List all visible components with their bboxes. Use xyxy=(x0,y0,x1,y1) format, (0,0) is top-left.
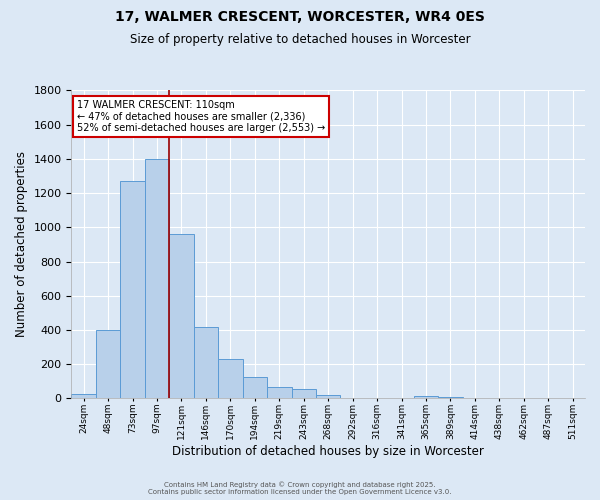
Bar xyxy=(316,395,340,398)
Bar xyxy=(71,394,96,398)
Bar xyxy=(145,159,169,398)
Text: Size of property relative to detached houses in Worcester: Size of property relative to detached ho… xyxy=(130,32,470,46)
Bar xyxy=(194,326,218,398)
Bar xyxy=(267,388,292,398)
Bar xyxy=(242,377,267,398)
Bar xyxy=(438,397,463,398)
Bar xyxy=(414,396,438,398)
Bar xyxy=(218,359,242,399)
X-axis label: Distribution of detached houses by size in Worcester: Distribution of detached houses by size … xyxy=(172,444,484,458)
Bar xyxy=(121,181,145,398)
Bar xyxy=(169,234,194,398)
Text: Contains HM Land Registry data © Crown copyright and database right 2025.
Contai: Contains HM Land Registry data © Crown c… xyxy=(148,482,452,495)
Y-axis label: Number of detached properties: Number of detached properties xyxy=(15,152,28,338)
Text: 17 WALMER CRESCENT: 110sqm
← 47% of detached houses are smaller (2,336)
52% of s: 17 WALMER CRESCENT: 110sqm ← 47% of deta… xyxy=(77,100,325,133)
Bar xyxy=(96,330,121,398)
Bar xyxy=(292,389,316,398)
Text: 17, WALMER CRESCENT, WORCESTER, WR4 0ES: 17, WALMER CRESCENT, WORCESTER, WR4 0ES xyxy=(115,10,485,24)
